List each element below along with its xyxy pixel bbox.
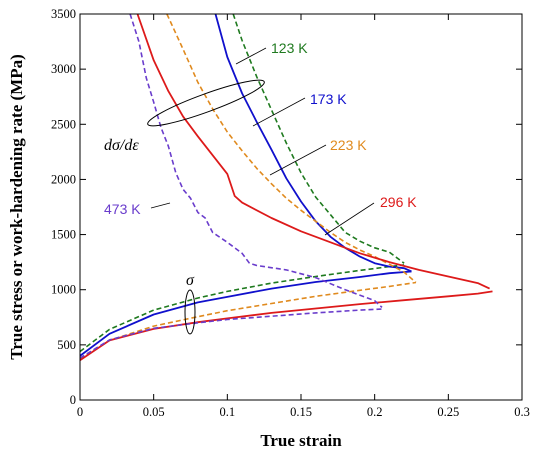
series-line-173k-stress [79, 270, 412, 357]
label-473k: 473 K [104, 201, 141, 217]
hardening-rate-ellipse [147, 79, 265, 127]
x-tick-label: 0.1 [220, 405, 236, 419]
x-axis-title: True strain [260, 431, 342, 450]
y-tick-label: 3500 [51, 7, 76, 21]
x-tick-label: 0.2 [367, 405, 383, 419]
label-223k: 223 K [330, 137, 367, 153]
x-tick-label: 0.25 [437, 405, 459, 419]
leader-173k [252, 97, 306, 127]
series-line-473k-stress [79, 308, 383, 359]
x-tick-label: 0.05 [143, 405, 165, 419]
series-line-223k-stress [79, 281, 417, 360]
x-tick-label: 0.3 [514, 405, 530, 419]
plot-frame [79, 13, 523, 401]
leader-473k [150, 202, 171, 209]
series-line-123k-stress [79, 264, 405, 353]
label-296k: 296 K [380, 194, 417, 210]
series-line-296k-hardening [136, 13, 490, 290]
series-layer [79, 13, 493, 362]
y-tick-label: 1000 [51, 283, 76, 297]
y-tick-label: 2000 [51, 172, 76, 186]
series-line-473k-hardening [129, 13, 383, 308]
stress-ellipse [184, 289, 196, 335]
axis-ticks: 0 0.05 0.1 0.15 0.2 0.25 0.3 0 500 1000 1500 2000 25… [51, 7, 530, 419]
y-tick-label: 3000 [51, 62, 76, 76]
y-tick-label: 2500 [51, 117, 76, 131]
y-tick-label: 1500 [51, 228, 76, 242]
stress-label: σ [186, 272, 195, 289]
y-axis-title: True stress or work-hardening rate (MPa) [7, 54, 26, 359]
label-123k: 123 K [271, 40, 308, 56]
hardening-rate-label: dσ/dε [104, 137, 139, 154]
y-tick-label: 0 [70, 393, 76, 407]
leader-296k [324, 202, 375, 236]
leader-123k [235, 47, 267, 65]
y-tick-label: 500 [57, 338, 76, 352]
leader-223k [269, 144, 327, 176]
label-173k: 173 K [310, 91, 347, 107]
x-tick-label: 0.15 [290, 405, 312, 419]
x-tick-label: 0 [77, 405, 83, 419]
series-line-173k-hardening [214, 13, 412, 273]
series-line-123k-hardening [232, 13, 405, 264]
